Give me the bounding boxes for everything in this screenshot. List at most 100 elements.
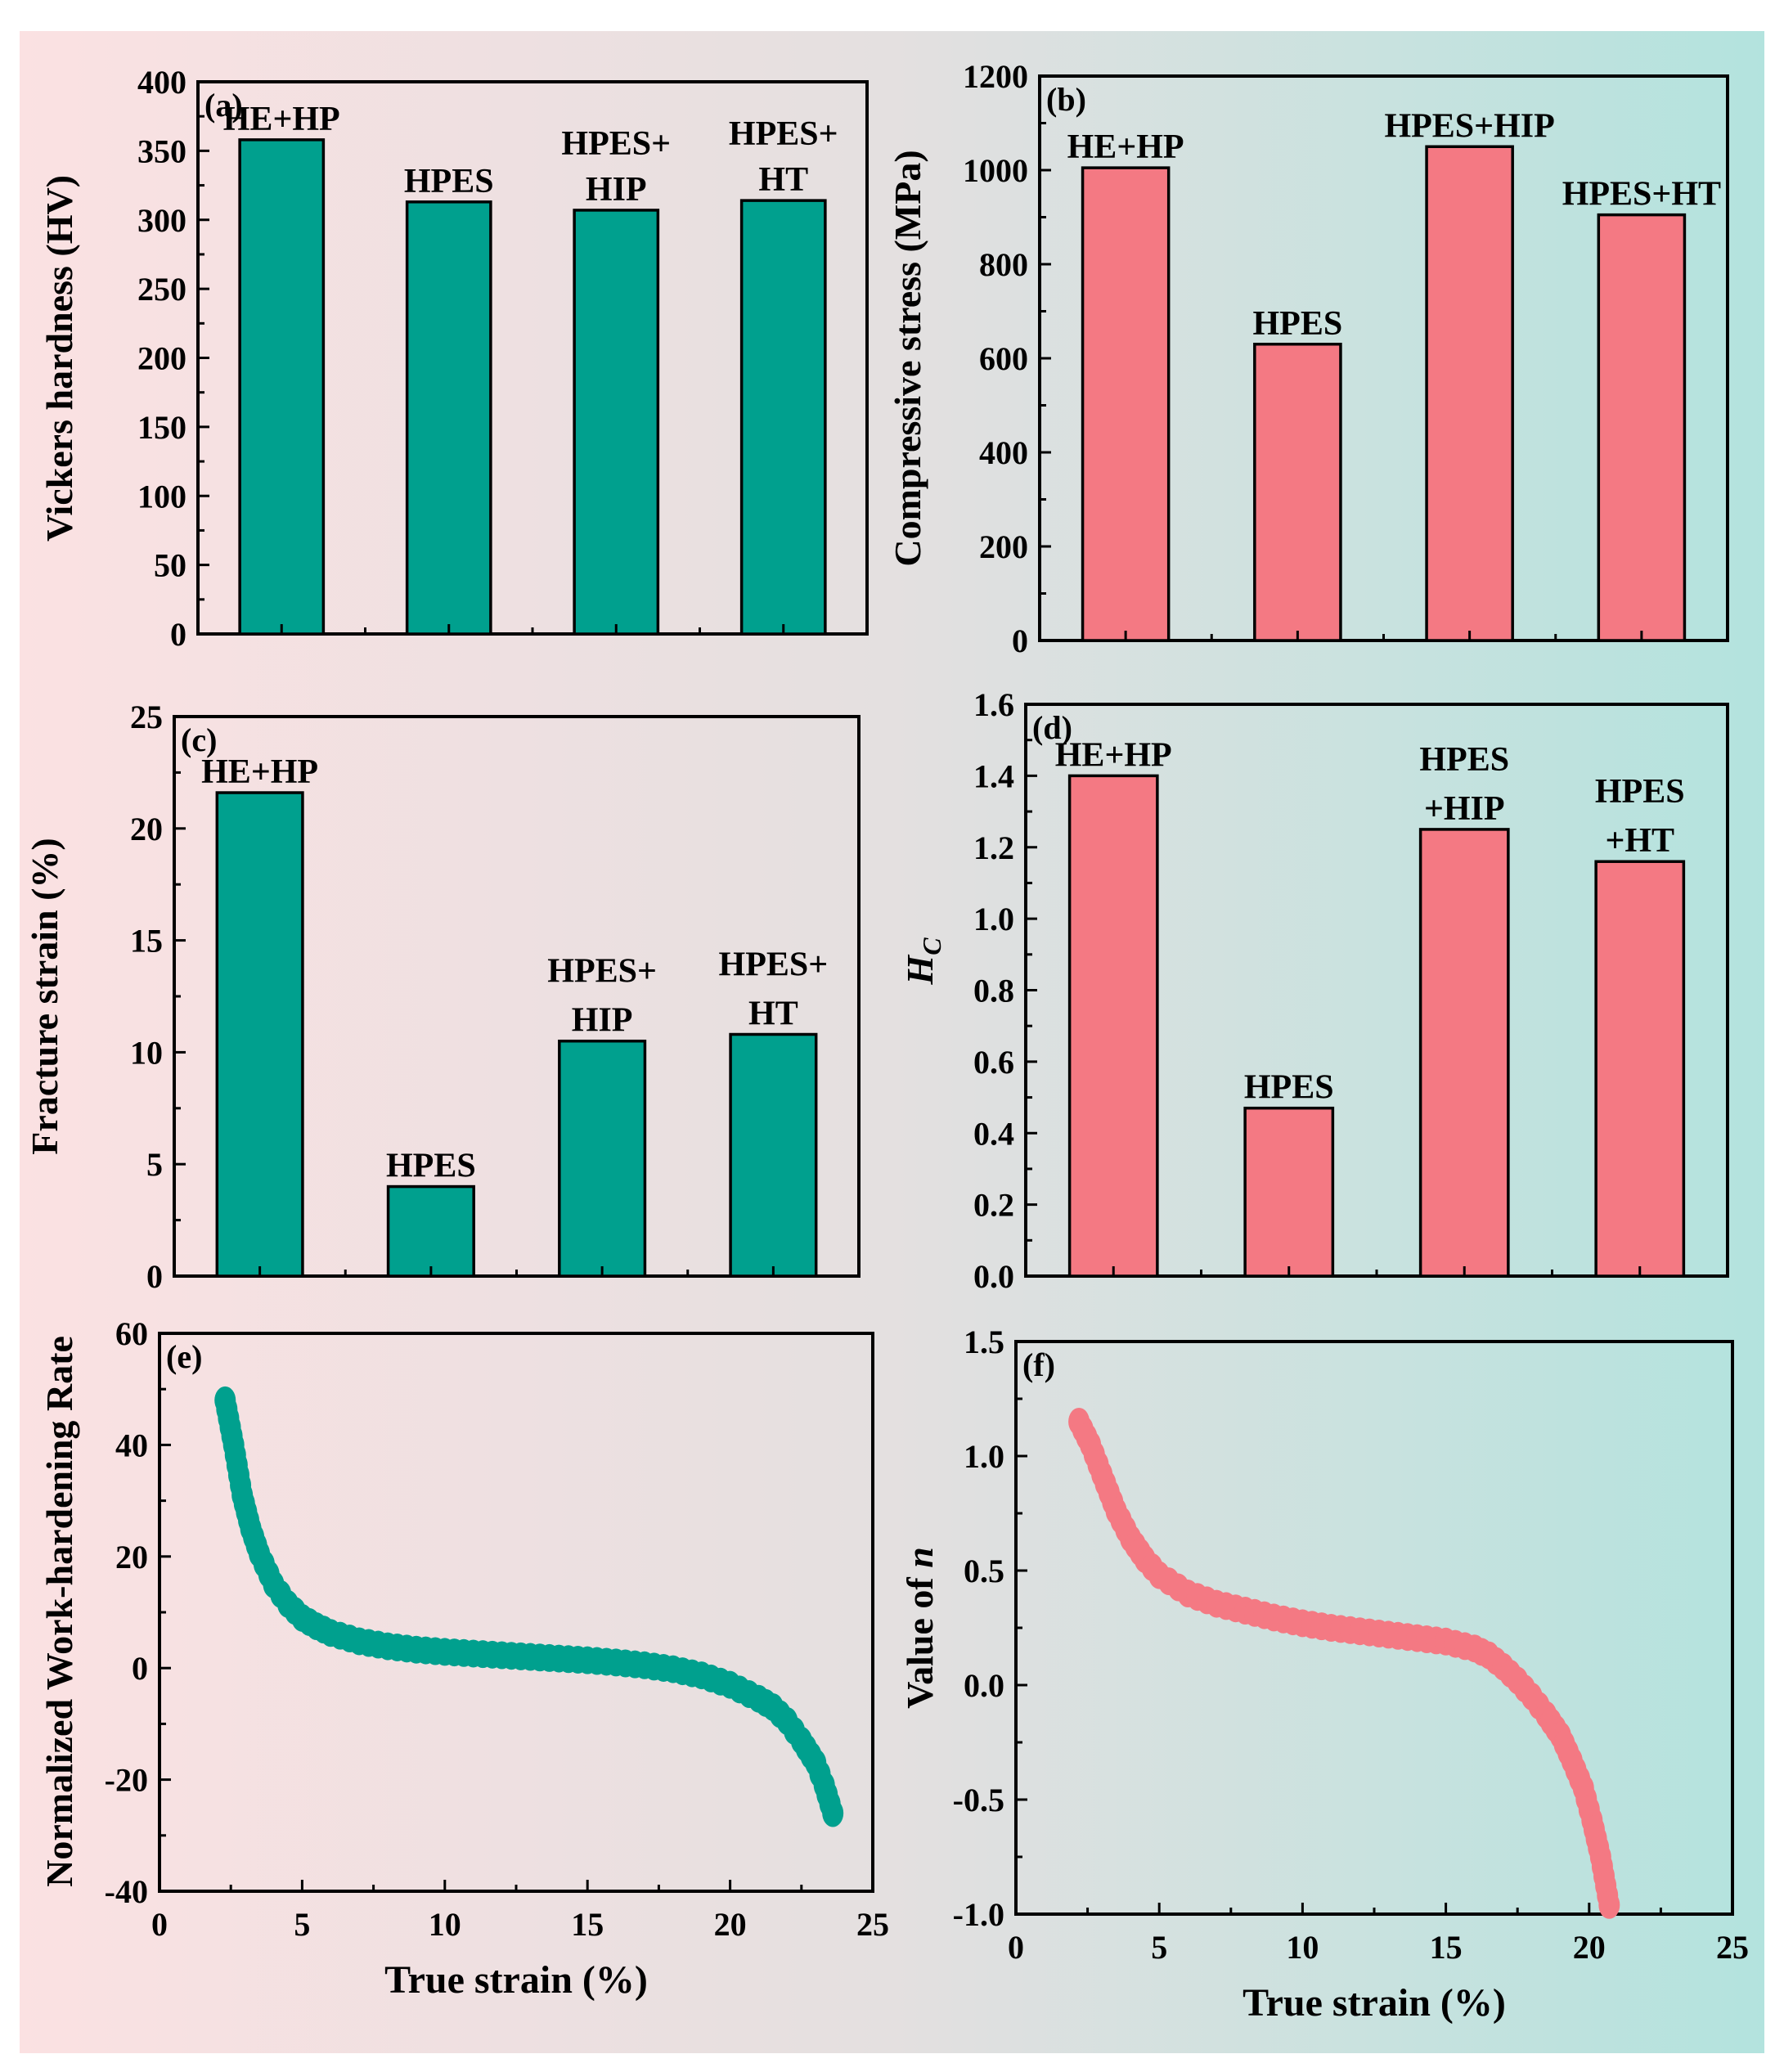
bar <box>573 209 660 636</box>
y-tick-label: 1.5 <box>964 1324 1004 1360</box>
bar-label: HE+HP <box>1067 128 1184 166</box>
bar <box>1425 145 1514 642</box>
y-tick-label: 40 <box>115 1427 148 1463</box>
bar-label: HE+HP <box>1055 736 1172 774</box>
y-tick-label: 60 <box>115 1315 148 1352</box>
y-tick-label: 1.4 <box>973 757 1014 794</box>
y-tick-label: 400 <box>979 434 1028 471</box>
bar-label: HIP <box>572 1002 633 1040</box>
bar <box>729 1032 818 1278</box>
y-tick-label: 0.4 <box>973 1115 1014 1152</box>
x-tick-label: 10 <box>1286 1929 1319 1966</box>
bar <box>1243 1106 1335 1278</box>
bar-label: HPES <box>1244 1069 1334 1107</box>
bar-label: HT <box>758 161 808 199</box>
y-tick-label: 800 <box>979 246 1028 283</box>
bar <box>739 199 827 636</box>
bar-label: HPES+HT <box>1562 176 1721 213</box>
bar <box>1597 213 1687 642</box>
y-tick-label: 250 <box>137 271 186 308</box>
bar-label: HPES <box>386 1148 476 1185</box>
bar-label: HPES+ <box>547 953 657 991</box>
bar-label: HPES <box>1419 741 1509 779</box>
y-tick-label: 0.8 <box>973 973 1014 1009</box>
panel-label: (e) <box>166 1338 202 1375</box>
y-tick-label: 200 <box>979 528 1028 565</box>
y-tick-label: -40 <box>105 1873 148 1910</box>
x-tick-label: 20 <box>714 1906 747 1943</box>
y-tick-label: -0.5 <box>953 1782 1004 1818</box>
y-tick-label: 200 <box>137 340 186 377</box>
y-tick-label: 1.2 <box>973 829 1014 866</box>
y-tick-label: 0.0 <box>964 1667 1004 1704</box>
y-tick-label: 50 <box>154 547 186 584</box>
y-tick-label: 0.6 <box>973 1044 1014 1081</box>
x-tick-label: 0 <box>151 1906 168 1943</box>
y-tick-label: 0.2 <box>973 1187 1014 1224</box>
bar-label: HPES <box>1595 773 1685 811</box>
y-tick-label: 0 <box>1012 622 1028 659</box>
y-axis-label: Vickers hardness (HV) <box>38 175 80 542</box>
x-axis-label: True strain (%) <box>1243 1981 1506 2025</box>
y-tick-label: 600 <box>979 340 1028 377</box>
x-tick-label: 0 <box>1008 1929 1024 1966</box>
panel-label: (a) <box>204 87 243 124</box>
x-tick-label: 15 <box>1430 1929 1463 1966</box>
bar <box>386 1184 475 1278</box>
bar <box>1253 343 1342 642</box>
y-tick-label: 150 <box>137 409 186 446</box>
y-tick-label: 100 <box>137 478 186 515</box>
y-tick-label: 1.0 <box>964 1438 1004 1475</box>
bar-label: HIP <box>586 171 647 209</box>
y-tick-label: -1.0 <box>953 1896 1004 1933</box>
bar <box>405 200 492 636</box>
y-tick-label: 0 <box>146 1258 163 1295</box>
bar-label: HPES+ <box>561 125 671 163</box>
bar <box>238 138 326 636</box>
bar-label: HPES+ <box>719 946 829 984</box>
y-axis-label: Compressive stress (MPa) <box>887 150 928 566</box>
y-tick-label: 20 <box>115 1539 148 1575</box>
bar-label: HE+HP <box>223 101 340 138</box>
y-tick-label: 350 <box>137 133 186 169</box>
bar <box>1067 774 1159 1278</box>
y-axis-label: Normalized Work-hardening Rate <box>38 1336 80 1887</box>
y-tick-label: -20 <box>105 1762 148 1799</box>
y-tick-label: 10 <box>130 1034 163 1071</box>
y-tick-label: 1200 <box>963 58 1028 95</box>
panel-label: (d) <box>1032 709 1072 746</box>
bar-label: HPES <box>404 163 494 200</box>
y-tick-label: 20 <box>130 811 163 847</box>
bar-label: HT <box>748 996 798 1033</box>
panel-label: (c) <box>181 721 217 758</box>
x-tick-label: 10 <box>429 1906 461 1943</box>
y-tick-label: 5 <box>146 1146 163 1183</box>
y-tick-label: 25 <box>130 699 163 735</box>
y-tick-label: 0.0 <box>973 1258 1014 1295</box>
y-tick-label: 400 <box>137 64 186 101</box>
y-axis-label: Fracture strain (%) <box>24 838 65 1154</box>
bar <box>1594 860 1686 1278</box>
data-point <box>822 1799 844 1827</box>
bar-label: HPES <box>1253 305 1343 343</box>
x-tick-label: 5 <box>1151 1929 1167 1966</box>
y-tick-label: 1.0 <box>973 901 1014 937</box>
bar-label: +HT <box>1605 822 1674 860</box>
x-tick-label: 5 <box>294 1906 310 1943</box>
panel-label: (f) <box>1022 1346 1055 1383</box>
x-tick-label: 20 <box>1573 1929 1606 1966</box>
bar-label: HE+HP <box>201 753 318 791</box>
x-axis-label: True strain (%) <box>384 1958 648 2002</box>
y-tick-label: 0.5 <box>964 1553 1004 1589</box>
bar-label: +HIP <box>1424 790 1505 828</box>
y-tick-label: 0 <box>132 1650 148 1687</box>
bar <box>1418 828 1510 1278</box>
y-tick-label: 1000 <box>963 152 1028 189</box>
x-tick-label: 15 <box>571 1906 604 1943</box>
bar-label: HPES+ <box>729 115 838 153</box>
y-axis-label: HC <box>899 937 946 986</box>
panel-label: (b) <box>1046 81 1086 118</box>
y-axis-label: Value of n <box>899 1547 941 1709</box>
y-tick-label: 1.6 <box>973 686 1014 723</box>
x-tick-label: 25 <box>1716 1929 1749 1966</box>
